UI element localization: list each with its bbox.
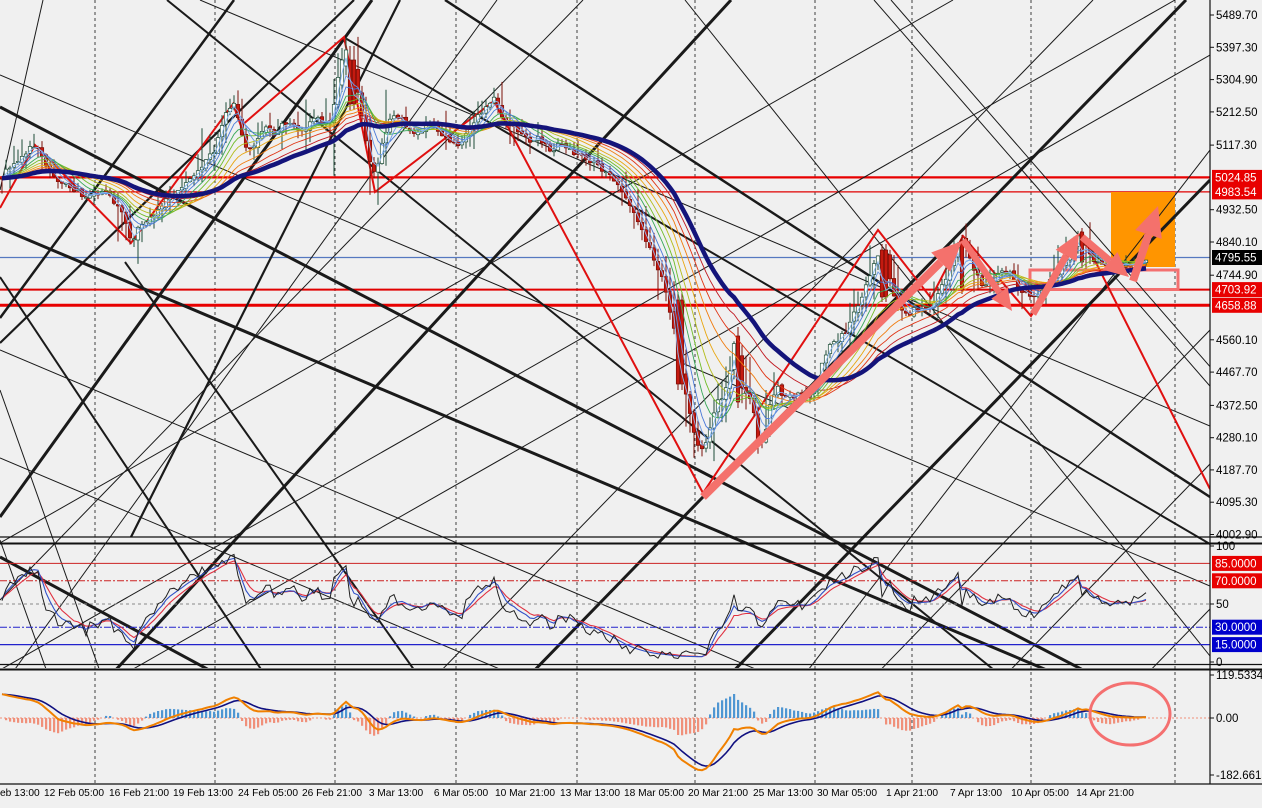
- svg-text:100: 100: [1216, 541, 1235, 553]
- svg-text:4560.10: 4560.10: [1216, 335, 1258, 347]
- svg-text:4744.90: 4744.90: [1216, 270, 1258, 282]
- svg-text:30.0000: 30.0000: [1215, 622, 1257, 634]
- svg-text:4187.70: 4187.70: [1216, 465, 1258, 477]
- svg-text:85.0000: 85.0000: [1215, 558, 1257, 570]
- svg-text:4983.54: 4983.54: [1215, 187, 1257, 199]
- svg-text:5397.30: 5397.30: [1216, 42, 1258, 54]
- svg-text:4703.92: 4703.92: [1215, 285, 1257, 297]
- svg-text:50: 50: [1216, 599, 1229, 611]
- svg-text:26 Feb 21:00: 26 Feb 21:00: [302, 788, 362, 799]
- svg-text:13 Mar 13:00: 13 Mar 13:00: [560, 788, 620, 799]
- svg-text:4372.50: 4372.50: [1216, 400, 1258, 412]
- svg-text:4002.90: 4002.90: [1216, 530, 1258, 542]
- svg-text:20 Mar 21:00: 20 Mar 21:00: [688, 788, 748, 799]
- svg-text:5024.85: 5024.85: [1215, 172, 1257, 184]
- svg-text:119.5334: 119.5334: [1216, 670, 1262, 682]
- svg-text:25 Mar 13:00: 25 Mar 13:00: [753, 788, 813, 799]
- svg-text:18 Mar 05:00: 18 Mar 05:00: [624, 788, 684, 799]
- svg-text:4795.55: 4795.55: [1215, 253, 1257, 265]
- svg-text:4280.10: 4280.10: [1216, 433, 1258, 445]
- svg-text:7 Apr 13:00: 7 Apr 13:00: [950, 788, 1002, 799]
- svg-text:19 Feb 13:00: 19 Feb 13:00: [173, 788, 233, 799]
- svg-text:5489.70: 5489.70: [1216, 10, 1258, 22]
- svg-text:eb 13:00: eb 13:00: [0, 788, 40, 799]
- svg-text:6 Mar 05:00: 6 Mar 05:00: [434, 788, 489, 799]
- svg-text:1 Apr 21:00: 1 Apr 21:00: [886, 788, 938, 799]
- svg-text:30 Mar 05:00: 30 Mar 05:00: [817, 788, 877, 799]
- svg-text:4095.30: 4095.30: [1216, 497, 1258, 509]
- svg-text:12 Feb 05:00: 12 Feb 05:00: [44, 788, 104, 799]
- svg-text:14 Apr 21:00: 14 Apr 21:00: [1076, 788, 1134, 799]
- svg-text:4932.50: 4932.50: [1216, 205, 1258, 217]
- svg-text:5212.50: 5212.50: [1216, 107, 1258, 119]
- svg-text:5304.90: 5304.90: [1216, 75, 1258, 87]
- svg-text:10 Mar 21:00: 10 Mar 21:00: [495, 788, 555, 799]
- svg-text:4467.70: 4467.70: [1216, 367, 1258, 379]
- svg-text:4840.10: 4840.10: [1216, 237, 1258, 249]
- svg-text:70.0000: 70.0000: [1215, 576, 1257, 588]
- svg-text:16 Feb 21:00: 16 Feb 21:00: [109, 788, 169, 799]
- svg-text:5117.30: 5117.30: [1216, 140, 1257, 152]
- svg-text:-182.6615: -182.6615: [1216, 770, 1262, 782]
- svg-text:10 Apr 05:00: 10 Apr 05:00: [1011, 788, 1069, 799]
- svg-text:24 Feb 05:00: 24 Feb 05:00: [238, 788, 298, 799]
- svg-text:0: 0: [1216, 657, 1222, 669]
- svg-text:0.00: 0.00: [1216, 713, 1238, 725]
- svg-text:15.0000: 15.0000: [1215, 640, 1257, 652]
- svg-text:4658.88: 4658.88: [1215, 300, 1257, 312]
- svg-text:3 Mar 13:00: 3 Mar 13:00: [369, 788, 424, 799]
